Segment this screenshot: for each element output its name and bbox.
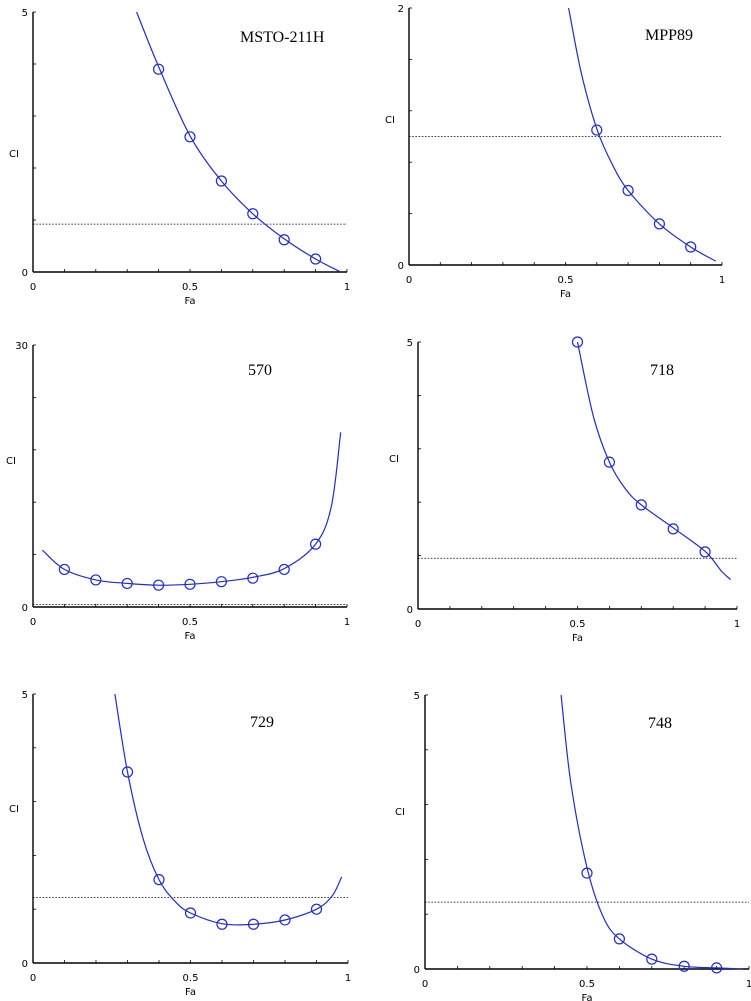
panel-3-title: 570 xyxy=(248,362,272,379)
panel-2-title: MPP89 xyxy=(645,27,693,44)
panel-4-data-point xyxy=(603,456,616,468)
panel-5-data-point xyxy=(310,903,323,915)
panel-3-data-point xyxy=(215,576,227,588)
panel-5-x-axis-label: Fa xyxy=(185,987,196,998)
panel-5-y-tick-label: 0 xyxy=(22,959,28,970)
panel-2-data-point xyxy=(685,241,697,253)
panel-6-fit-curve xyxy=(560,694,743,970)
panel-6-x-tick-label: 0.5 xyxy=(579,979,595,990)
panel-5-x-tick-label: 0 xyxy=(30,973,36,984)
panel-6-y-tick-label: 0 xyxy=(414,965,420,976)
panel-1-y-tick-label: 5 xyxy=(22,8,28,19)
panel-5-x-tick-label: 1 xyxy=(345,973,351,984)
panel-5-x-tick-label: 0.5 xyxy=(183,973,199,984)
panel-6-x-tick-label: 0 xyxy=(422,979,428,990)
panel-5-y-tick-label: 5 xyxy=(22,690,28,701)
panel-4-title: 718 xyxy=(650,362,674,379)
panel-1-data-point xyxy=(215,175,227,187)
panel-2-data-point xyxy=(622,184,634,197)
panel-3-y-tick-label: 30 xyxy=(15,341,28,352)
panel-2-data-point xyxy=(653,218,666,230)
panel-1-data-point xyxy=(153,63,165,75)
panel-4-x-axis-label: Fa xyxy=(572,633,583,644)
panel-6-title: 748 xyxy=(648,715,672,732)
panel-3-data-point xyxy=(247,572,259,584)
panel-3-fit-curve xyxy=(42,432,342,586)
panel-4-data-point xyxy=(667,523,679,535)
panel-5-data-point xyxy=(216,918,228,930)
panel-6-x-tick-label: 1 xyxy=(746,979,751,990)
panel-6-x-axis-label: Fa xyxy=(582,993,593,1001)
panel-6-data-point xyxy=(678,960,690,972)
panel-1-title: MSTO-211H xyxy=(240,29,325,46)
panel-5-data-point xyxy=(184,907,197,919)
panel-1-data-point xyxy=(247,208,259,220)
panel-5-data-point xyxy=(121,766,134,778)
panel-2-fit-curve xyxy=(568,7,716,262)
panel-4-x-tick-label: 0 xyxy=(415,619,421,630)
panel-1-data-point xyxy=(278,234,290,246)
panel-2-y-tick-label: 2 xyxy=(398,4,404,15)
panel-2-data-point xyxy=(591,124,603,136)
panel-4-data-point xyxy=(699,546,711,558)
panel-5-y-axis-label: CI xyxy=(9,804,19,815)
panel-3-data-point xyxy=(184,578,196,590)
panel-3-y-axis-label: CI xyxy=(6,456,16,467)
panel-6-y-axis-label: CI xyxy=(395,807,405,818)
panel-3-data-point xyxy=(310,538,322,550)
panel-3-x-tick-label: 0.5 xyxy=(182,617,198,628)
panel-5-data-point xyxy=(247,918,260,930)
panel-1-fit-curve xyxy=(136,11,341,273)
panel-2-x-tick-label: 1 xyxy=(719,275,725,286)
panel-3-data-point xyxy=(58,563,71,576)
panel-1-data-point xyxy=(310,253,322,265)
panel-3-x-tick-label: 0 xyxy=(30,617,36,628)
panel-3-data-point xyxy=(278,563,290,576)
panel-1-y-tick-label: 0 xyxy=(22,268,28,279)
panel-6-data-point xyxy=(646,953,658,965)
panel-4-x-tick-label: 1 xyxy=(734,619,740,630)
panel-3-y-tick-label: 0 xyxy=(22,603,28,614)
panel-4-y-tick-label: 5 xyxy=(407,338,413,349)
panel-1-x-axis-label: Fa xyxy=(185,296,196,307)
panel-3-x-tick-label: 1 xyxy=(344,617,350,628)
panel-6-data-point xyxy=(581,867,593,879)
panel-1-x-tick-label: 1 xyxy=(344,282,350,293)
panel-2-y-axis-label: CI xyxy=(385,115,395,126)
panel-5-fit-curve xyxy=(114,693,343,926)
panel-2-x-axis-label: Fa xyxy=(560,289,571,300)
panel-1-data-point xyxy=(184,131,196,143)
panel-3-data-point xyxy=(153,579,165,591)
panel-5-title: 729 xyxy=(250,714,274,731)
panel-4-x-tick-label: 0.5 xyxy=(570,619,586,630)
panel-2-x-tick-label: 0.5 xyxy=(558,275,574,286)
panel-3-data-point xyxy=(121,577,133,590)
panel-4-data-point xyxy=(635,499,647,511)
panel-3-x-axis-label: Fa xyxy=(185,631,196,642)
panel-6-y-tick-label: 5 xyxy=(414,691,420,702)
panel-1-x-tick-label: 0.5 xyxy=(182,282,198,293)
panel-2-x-tick-label: 0 xyxy=(406,275,412,286)
panel-2-y-tick-label: 0 xyxy=(398,261,404,272)
panel-1-x-tick-label: 0 xyxy=(30,282,36,293)
panel-1-y-axis-label: CI xyxy=(9,149,19,160)
panel-4-y-tick-label: 0 xyxy=(407,605,413,616)
panel-4-y-axis-label: CI xyxy=(389,454,399,465)
panel-4-data-point xyxy=(571,336,584,348)
panel-5-data-point xyxy=(279,914,291,926)
panel-5-data-point xyxy=(153,874,165,886)
panel-4-fit-curve xyxy=(576,341,732,581)
panel-6-data-point xyxy=(613,933,626,945)
panel-3-data-point xyxy=(90,574,102,586)
panel-6-data-point xyxy=(710,962,723,974)
